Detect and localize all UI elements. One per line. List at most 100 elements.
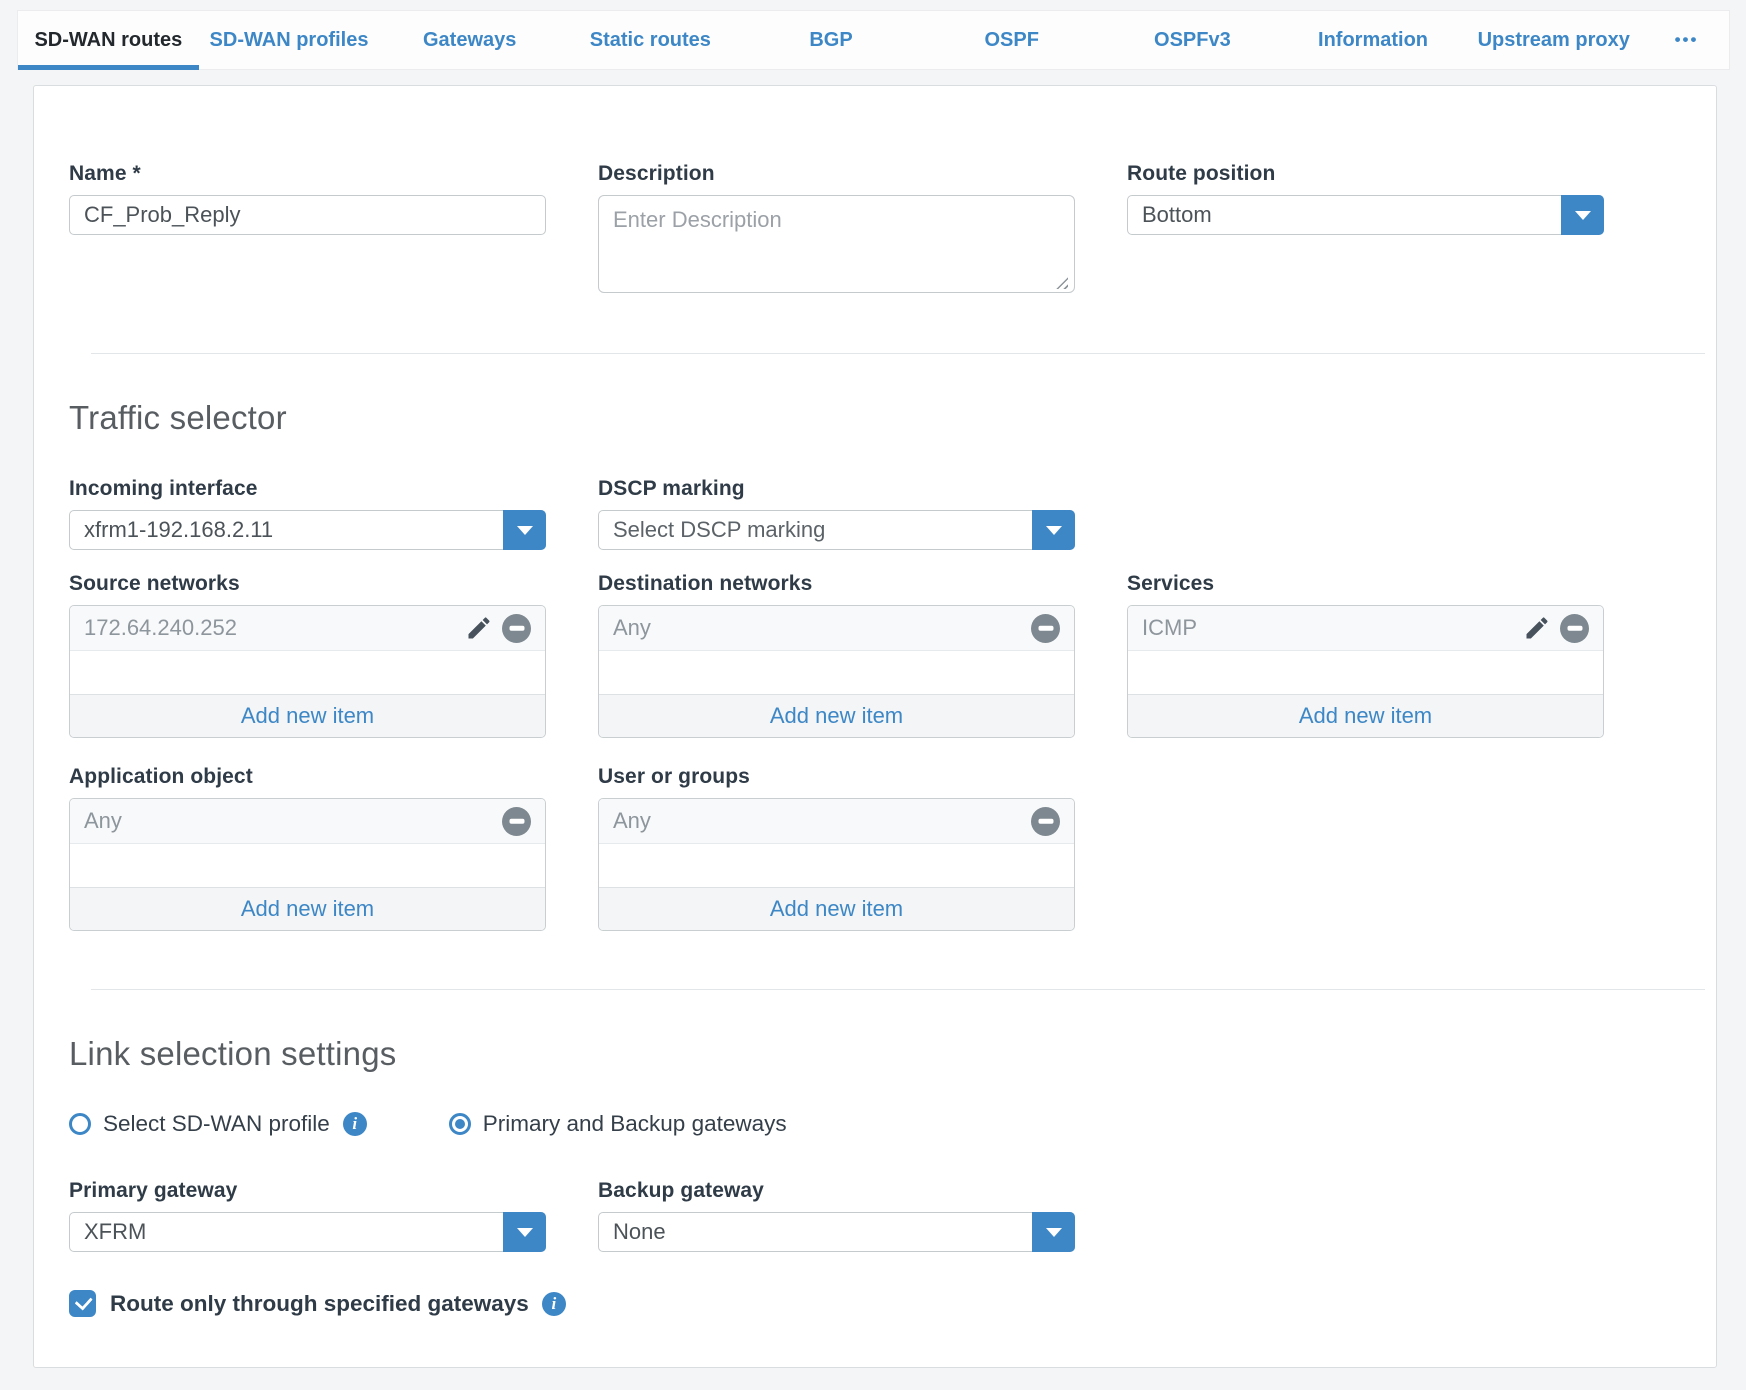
dscp-marking-label: DSCP marking [598,477,745,500]
section-divider [91,353,1705,354]
route-only-checkbox[interactable] [69,1290,96,1317]
source-networks-field: Source networks 172.64.240.252 Add new i… [69,572,546,738]
info-icon[interactable]: i [342,1112,367,1136]
tab-sdwan-profiles[interactable]: SD-WAN profiles [209,28,369,51]
backup-gateway-select[interactable]: None [598,1212,1075,1252]
list-item: Any [599,799,1074,844]
tab-bar: SD-WAN routes SD-WAN profiles Gateways S… [17,10,1730,70]
source-network-value: 172.64.240.252 [84,615,237,640]
tab-upstream-proxy[interactable]: Upstream proxy [1477,28,1630,51]
row-networks-services: Source networks 172.64.240.252 Add new i… [69,572,1716,738]
row-gateways: Primary gateway XFRM Backup gateway None [69,1179,1716,1252]
route-position-value: Bottom [1142,202,1212,227]
description-field: Description [598,162,1075,298]
list-item: Any [599,606,1074,651]
chevron-down-icon [1574,210,1591,220]
application-object-list: Any Add new item [69,798,546,931]
list-empty-area [70,651,545,694]
row-app-users: Application object Any Add new item User… [69,765,1716,931]
tab-ospf[interactable]: OSPF [984,28,1039,51]
user-or-groups-label: User or groups [598,765,750,788]
backup-gateway-label: Backup gateway [598,1179,764,1202]
incoming-interface-value: xfrm1-192.168.2.11 [84,517,274,542]
route-position-field: Route position Bottom [1127,162,1604,235]
destination-networks-list: Any Add new item [598,605,1075,738]
destination-networks-field: Destination networks Any Add new item [598,572,1075,738]
link-selection-heading: Link selection settings [69,1035,397,1072]
destination-network-value: Any [613,615,651,640]
destination-networks-add-button[interactable]: Add new item [599,694,1074,737]
remove-icon[interactable] [1031,806,1060,836]
source-networks-list: 172.64.240.252 Add new item [69,605,546,738]
tab-ospfv3[interactable]: OSPFv3 [1154,28,1231,51]
application-object-field: Application object Any Add new item [69,765,546,931]
remove-icon[interactable] [502,613,531,643]
radio-label: Select SD-WAN profile [103,1111,330,1136]
info-icon[interactable]: i [541,1291,566,1316]
radio-select-sdwan-profile[interactable]: Select SD-WAN profile i [69,1111,367,1137]
tab-sdwan-routes[interactable]: SD-WAN routes [18,11,199,70]
list-item: Any [70,799,545,844]
source-networks-add-button[interactable]: Add new item [70,694,545,737]
incoming-interface-dropdown-button[interactable] [503,510,546,550]
radio-label: Primary and Backup gateways [482,1111,787,1136]
dscp-marking-select[interactable]: Select DSCP marking [598,510,1075,550]
description-label: Description [598,162,715,185]
services-list: ICMP Add new item [1127,605,1604,738]
tab-information[interactable]: Information [1318,28,1429,51]
section-divider [91,989,1705,990]
remove-icon[interactable] [502,806,531,836]
backup-gateway-dropdown-button[interactable] [1032,1212,1075,1252]
list-empty-area [599,651,1074,694]
incoming-interface-label: Incoming interface [69,477,258,500]
list-empty-area [1128,651,1603,694]
primary-gateway-select[interactable]: XFRM [69,1212,546,1252]
edit-icon[interactable] [465,614,493,642]
radio-icon[interactable] [448,1113,471,1135]
tab-more-icon[interactable]: ••• [1674,30,1699,49]
sdwan-route-form: Name * Description Route position Bottom… [33,85,1717,1368]
application-object-add-button[interactable]: Add new item [70,887,545,930]
row-interface-dscp: Incoming interface xfrm1-192.168.2.11 DS… [69,477,1716,550]
edit-icon[interactable] [1523,614,1551,642]
dscp-marking-field: DSCP marking Select DSCP marking [598,477,1075,550]
radio-primary-backup-gateways[interactable]: Primary and Backup gateways [448,1111,787,1137]
backup-gateway-value: None [613,1219,666,1244]
route-position-select[interactable]: Bottom [1127,195,1604,235]
primary-gateway-dropdown-button[interactable] [503,1212,546,1252]
route-position-dropdown-button[interactable] [1561,195,1604,235]
name-field: Name * [69,162,546,235]
chevron-down-icon [516,525,533,535]
tab-bgp[interactable]: BGP [809,28,853,51]
list-item: ICMP [1128,606,1603,651]
source-networks-label: Source networks [69,572,240,595]
dscp-marking-dropdown-button[interactable] [1032,510,1075,550]
incoming-interface-field: Incoming interface xfrm1-192.168.2.11 [69,477,546,550]
chevron-down-icon [1045,1227,1062,1237]
incoming-interface-select[interactable]: xfrm1-192.168.2.11 [69,510,546,550]
description-textarea[interactable] [598,195,1075,293]
radio-icon[interactable] [69,1113,91,1135]
name-label: Name * [69,162,141,185]
remove-icon[interactable] [1031,613,1060,643]
chevron-down-icon [1045,525,1062,535]
destination-networks-label: Destination networks [598,572,813,595]
route-only-label: Route only through specified gateways [110,1290,529,1316]
name-input[interactable] [69,195,546,235]
services-add-button[interactable]: Add new item [1128,694,1603,737]
user-or-groups-value: Any [613,808,651,833]
application-object-value: Any [84,808,122,833]
services-field: Services ICMP Add new item [1127,572,1604,738]
tab-static-routes[interactable]: Static routes [589,28,711,51]
remove-icon[interactable] [1560,613,1589,643]
traffic-selector-heading: Traffic selector [69,399,287,436]
tab-gateways[interactable]: Gateways [422,28,517,51]
user-or-groups-field: User or groups Any Add new item [598,765,1075,931]
route-position-label: Route position [1127,162,1276,185]
link-selection-radios: Select SD-WAN profile i Primary and Back… [69,1111,1716,1137]
list-empty-area [599,844,1074,887]
dscp-marking-value: Select DSCP marking [613,517,826,542]
user-or-groups-add-button[interactable]: Add new item [599,887,1074,930]
primary-gateway-label: Primary gateway [69,1179,238,1202]
service-value: ICMP [1142,615,1197,640]
